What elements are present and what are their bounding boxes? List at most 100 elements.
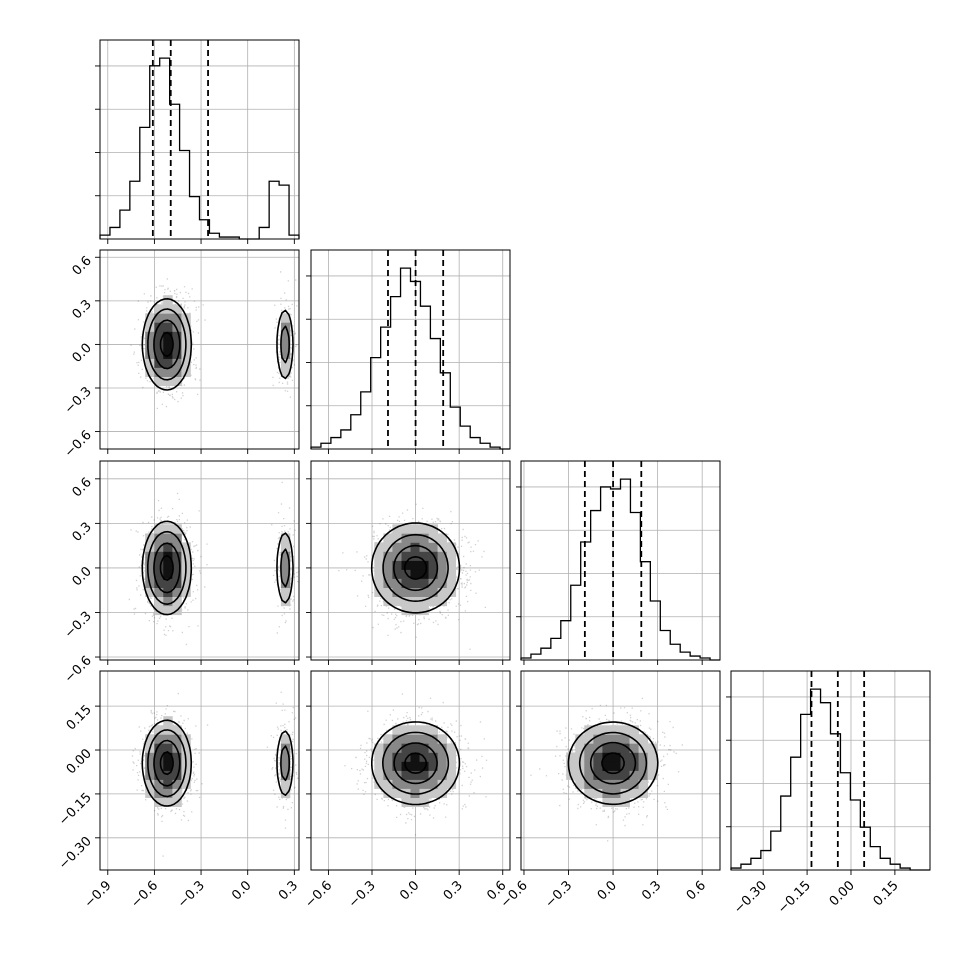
x-tick-label: 0.3	[441, 878, 466, 903]
density-cell	[638, 752, 648, 762]
density-cell	[401, 560, 411, 570]
density-cell	[145, 734, 155, 744]
density-cell	[602, 752, 612, 762]
density-cell	[374, 551, 384, 561]
density-cell	[181, 734, 191, 744]
density-cell	[280, 340, 291, 350]
density-cell	[383, 734, 393, 744]
density-cell	[647, 761, 657, 771]
density-cell	[280, 367, 291, 377]
contour-line	[147, 308, 290, 381]
density-cell	[392, 788, 402, 798]
density-cell	[401, 587, 411, 597]
x-tick-label: −0.6	[302, 878, 335, 911]
density-cell	[181, 578, 191, 588]
contour-line	[153, 739, 181, 787]
y-tick-label: 0.0	[70, 341, 95, 366]
axes-frame	[520, 460, 721, 661]
y-tick-label: 0.0	[70, 564, 95, 589]
density-cell	[419, 734, 429, 744]
density-cell	[181, 743, 191, 753]
density-cell	[437, 560, 447, 570]
contour-line	[153, 319, 181, 370]
density-cell	[401, 797, 411, 807]
contour-line	[371, 721, 461, 806]
density-cell	[428, 734, 438, 744]
density-cell	[647, 752, 657, 762]
density-cell	[401, 605, 411, 616]
density-cell	[437, 533, 447, 543]
density-cell	[172, 322, 182, 332]
density-cell	[584, 770, 594, 780]
density-cell	[629, 725, 639, 735]
density-cell	[602, 734, 612, 744]
density-cell	[163, 331, 173, 341]
contour-line	[393, 544, 439, 592]
y-tick-label: 0.3	[70, 520, 95, 545]
density-cell	[446, 569, 457, 579]
density-cell	[163, 788, 173, 798]
density-cell	[154, 304, 164, 314]
density-cell	[154, 770, 164, 780]
density-cell	[154, 542, 164, 552]
x-tick-label: 0.0	[595, 878, 620, 903]
density-cell	[602, 779, 612, 789]
density-cell	[154, 743, 164, 753]
contour-line	[141, 298, 294, 391]
density-cell	[584, 743, 594, 753]
density-cell	[374, 560, 384, 570]
density-cell	[566, 761, 576, 771]
density-cell	[154, 524, 164, 534]
density-cell	[383, 743, 393, 753]
density-cell	[145, 349, 155, 359]
density-cell	[620, 770, 630, 780]
density-cell	[410, 542, 420, 552]
axes-frame	[520, 670, 721, 871]
density-cell	[163, 533, 173, 543]
density-cell	[280, 770, 291, 780]
density-cell	[154, 340, 164, 350]
density-cell	[172, 779, 182, 789]
panel-p1-p2	[99, 249, 300, 450]
density-cell	[428, 725, 438, 735]
axes-frame	[99, 460, 300, 661]
density-cell	[163, 596, 173, 607]
axes-frame	[310, 670, 511, 871]
density-cell	[383, 788, 393, 798]
contour-line	[382, 731, 450, 795]
x-tick-label: 0.3	[276, 878, 301, 903]
y-tick-label: 0.6	[70, 475, 95, 500]
contour-line	[159, 751, 174, 776]
density-cell	[181, 770, 191, 780]
density-cell	[383, 551, 393, 561]
density-cell	[154, 551, 164, 561]
density-cell	[154, 367, 164, 377]
density-cell	[172, 560, 182, 570]
density-cell	[410, 797, 420, 807]
y-tick-label: 0.6	[70, 253, 95, 278]
density-cell	[383, 752, 393, 762]
density-cell	[647, 743, 657, 753]
density-cell	[584, 725, 594, 735]
contour-line	[567, 721, 659, 806]
density-cell	[593, 761, 603, 771]
density-cell	[374, 779, 384, 789]
density-cell	[629, 779, 639, 789]
density-cell	[638, 761, 648, 771]
histogram-p4	[730, 688, 930, 871]
density-cell	[163, 752, 173, 762]
density-cell	[280, 551, 291, 561]
density-cell	[374, 752, 384, 762]
density-cell	[611, 797, 621, 807]
density-cell	[154, 779, 164, 789]
density-cell	[163, 340, 173, 350]
density-cell	[611, 752, 621, 762]
density-cell	[602, 761, 612, 771]
density-cell	[419, 551, 429, 561]
density-cell	[602, 797, 612, 807]
density-cell	[172, 587, 182, 597]
density-cell	[419, 761, 429, 771]
x-tick-label: −0.9	[82, 878, 115, 911]
density-cell	[419, 605, 429, 616]
density-cell	[419, 725, 429, 735]
